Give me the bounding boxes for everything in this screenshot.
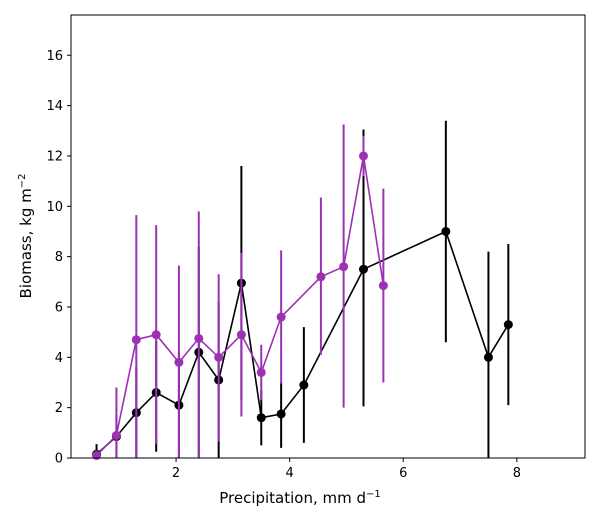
y-tick-label: 14	[46, 99, 63, 114]
data-point	[256, 367, 266, 377]
data-point	[378, 281, 388, 291]
data-point	[131, 335, 141, 345]
data-point	[194, 333, 204, 343]
y-tick-label: 16	[46, 49, 63, 64]
data-point	[483, 352, 493, 362]
y-tick-label: 4	[55, 351, 63, 366]
data-point	[299, 380, 309, 390]
data-point	[276, 312, 286, 322]
data-point	[339, 262, 349, 272]
data-point	[111, 430, 121, 440]
data-point	[174, 357, 184, 367]
y-tick-label: 12	[46, 149, 63, 164]
x-tick-label: 8	[513, 466, 521, 481]
x-tick-label: 4	[286, 466, 294, 481]
x-tick-label: 2	[172, 466, 180, 481]
data-point	[276, 409, 286, 419]
data-point	[503, 320, 513, 330]
data-point	[236, 330, 246, 340]
data-point	[358, 151, 368, 161]
y-tick-label: 6	[55, 300, 63, 315]
x-axis-label: Precipitation, mm d−1	[219, 489, 381, 507]
y-axis-label: Biomass, kg m−2	[17, 174, 35, 299]
x-axis-label-superscript: −1	[366, 489, 381, 500]
data-point	[92, 450, 102, 460]
ticks-layer: 2 4 6 8 0 2 4 6 8 10 12 14 16	[46, 49, 521, 481]
data-point	[214, 352, 224, 362]
data-point	[316, 272, 326, 282]
data-point	[441, 226, 451, 236]
data-point	[256, 413, 266, 423]
y-tick-label: 0	[55, 452, 63, 467]
series-layer	[92, 120, 513, 460]
y-tick-label: 10	[46, 200, 63, 215]
y-tick-label: 8	[55, 250, 63, 265]
data-point	[358, 264, 368, 274]
y-axis-label-superscript: −2	[17, 174, 28, 189]
plot-frame	[70, 14, 586, 459]
y-tick-label: 2	[55, 401, 63, 416]
data-point	[151, 330, 161, 340]
x-tick-label: 6	[399, 466, 407, 481]
